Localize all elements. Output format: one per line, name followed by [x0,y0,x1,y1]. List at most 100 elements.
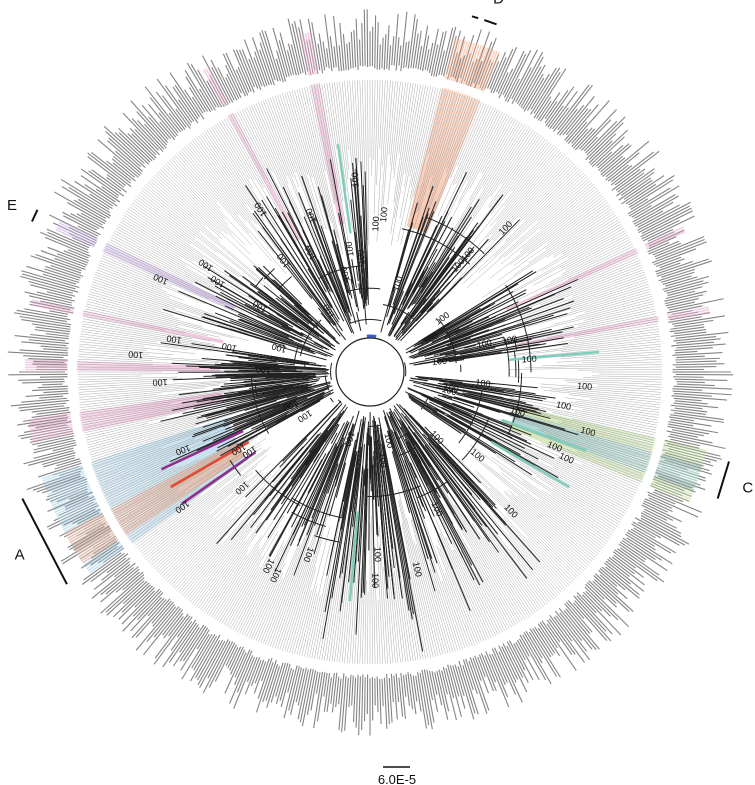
terminal-branch [99,436,210,482]
leaf-label-strip [501,646,519,680]
internal-branch [346,276,353,299]
leaf-label-strip [588,140,613,164]
terminal-branch [410,89,444,216]
terminal-branch [299,586,317,656]
leaf-label-strip [672,388,703,391]
internal-branch [248,355,327,367]
leaf-label-strip [599,567,626,591]
terminal-branch [416,501,471,647]
leaf-label-strip [412,33,419,69]
leaf-label-strip [400,671,407,719]
leaf-label-strip [36,291,75,302]
leaf-label-strip [486,61,500,89]
terminal-branch [508,415,649,461]
internal-branch [237,383,295,394]
leaf-label-strip [548,91,578,130]
internal-branch [462,392,547,413]
leaf-label-strip [410,673,417,715]
leaf-label-strip [168,616,184,637]
leaf-label-strip [403,42,407,69]
leaf-label-strip [77,225,99,237]
leaf-label-strip [28,358,69,361]
terminal-branch [133,200,240,278]
leaf-label-strip [101,185,119,199]
terminal-branch [527,538,572,584]
terminal-branch [538,452,634,498]
leaf-label-strip [602,157,626,177]
leaf-label-strip [105,565,141,595]
leaf-label-strip [497,644,517,683]
leaf-label-strip [348,41,352,69]
leaf-label-strip [193,634,216,671]
internal-branch [202,397,308,442]
terminal-branch [178,542,222,593]
leaf-label-strip [64,495,89,508]
terminal-branch [80,331,157,343]
internal-branch [424,444,487,528]
terminal-branch [568,328,659,343]
leaf-label-strip [163,612,184,639]
leaf-label-strip [534,626,554,656]
leaf-label-strip [91,561,137,599]
terminal-branch [166,161,229,226]
terminal-branch [215,124,250,180]
branch-arc [367,485,421,498]
leaf-label-strip [615,168,646,191]
terminal-branch [78,369,242,372]
terminal-branch [87,296,203,328]
terminal-branch [107,243,262,320]
leaf-label-strip [40,300,77,310]
terminal-branch [289,540,322,653]
terminal-branch [460,550,503,633]
clade-highlight-wedge [68,444,240,541]
leaf-label-strip [376,22,379,72]
terminal-branch [78,351,220,362]
leaf-label-strip [131,133,157,159]
leaf-label-strip [670,323,704,330]
terminal-branch [255,103,288,177]
leaf-label-strip [674,378,728,381]
terminal-branch [158,472,264,574]
leaf-label-strip [628,175,675,206]
internal-branch [324,415,354,494]
terminal-branch [135,449,266,546]
terminal-branch [547,200,607,244]
leaf-label-strip [190,64,217,108]
internal-branch [267,423,339,539]
internal-branch [456,397,579,436]
internal-branch [405,432,463,531]
terminal-branch [498,202,608,281]
terminal-branch [163,515,227,579]
leaf-label-strip [7,351,69,356]
terminal-branch [253,572,283,640]
leaf-label-strip [654,260,694,276]
leaf-label-strip [270,662,284,703]
terminal-branch [576,296,653,318]
internal-branch [244,303,330,351]
internal-branch [218,325,278,345]
terminal-branch [188,509,261,601]
internal-branch [338,212,353,284]
leaf-label-strip [664,439,700,449]
leaf-label-strip [118,585,153,620]
leaf-label-strip [174,84,199,120]
terminal-branch [267,98,296,173]
terminal-branch [454,143,552,266]
terminal-branch [483,122,523,187]
leaf-label-strip [41,454,75,466]
internal-branch [307,245,331,292]
terminal-branch [85,306,220,338]
clade-highlight-wedge [31,304,223,344]
branch-arc [513,350,517,377]
terminal-branch [496,148,558,222]
leaf-label-strip [664,459,713,475]
terminal-branch [382,80,389,167]
terminal-branch [525,493,601,552]
leaf-label-strip [468,660,488,714]
internal-branch [397,186,434,290]
leaf-label-strip [14,335,66,342]
terminal-branch [489,192,601,279]
terminal-branch [410,570,429,659]
internal-branch [324,443,358,613]
leaf-label-strip [278,40,290,77]
